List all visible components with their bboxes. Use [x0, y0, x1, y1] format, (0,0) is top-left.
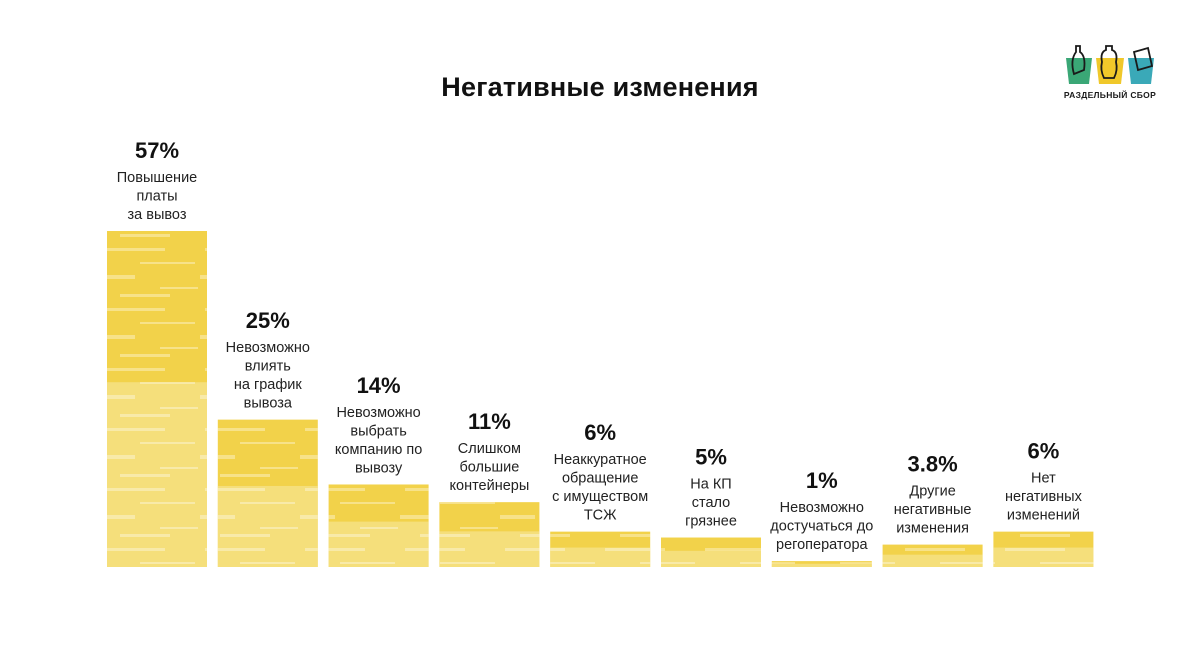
data-label: 3.8% [908, 452, 958, 477]
category-label: достучаться до [770, 519, 873, 535]
bar-group: Нет негативных изменений 6% [993, 439, 1094, 567]
blue-bin-icon [1128, 58, 1154, 84]
bar-group: Другие негативные изменения 3.8% [882, 452, 983, 567]
bar-group: Невозможно влиять на график вывоза 25% [217, 308, 318, 567]
category-label: На КП [690, 477, 731, 493]
data-label: 14% [357, 373, 401, 398]
logo: РАЗДЕЛЬНЫЙ СБОР [1062, 40, 1158, 102]
plastic-bottle-icon [1100, 45, 1118, 79]
category-label: влиять [245, 359, 291, 375]
bar-texture [771, 561, 872, 567]
category-label: Нет [1031, 471, 1056, 487]
bar-texture [882, 544, 983, 567]
logo-text: РАЗДЕЛЬНЫЙ СБОР [1063, 90, 1157, 100]
bar-group: Неаккуратное обращение с имуществом ТСЖ 6% [550, 420, 651, 567]
category-label: выбрать [350, 423, 406, 439]
recycling-bins-logo-icon [1066, 45, 1154, 84]
category-label: негативные [894, 502, 972, 518]
category-label: изменений [1007, 508, 1080, 524]
category-label: с имуществом [552, 489, 648, 505]
bar-texture [550, 531, 651, 567]
data-label: 11% [468, 409, 511, 434]
bar-texture [328, 484, 429, 567]
bar-texture [661, 537, 761, 567]
category-label: Повышение [117, 170, 197, 186]
bar-texture [217, 419, 318, 567]
category-label: компанию по [335, 442, 422, 458]
bar-texture [107, 231, 207, 567]
category-label: вывоза [244, 396, 293, 412]
category-label: Невозможно [780, 500, 864, 516]
category-label: контейнеры [450, 478, 530, 494]
category-label: платы [136, 189, 177, 205]
category-label: большие [459, 460, 519, 476]
data-label: 6% [584, 420, 616, 445]
bar-texture [993, 531, 1094, 567]
bottle-icon [1071, 45, 1086, 76]
chart-title: Негативные изменения [441, 72, 759, 102]
category-label: регоператора [776, 537, 868, 553]
data-label: 1% [806, 468, 838, 493]
data-label: 6% [1028, 439, 1060, 464]
bar-texture [439, 502, 540, 567]
category-label: обращение [562, 471, 639, 487]
data-label: 57% [135, 138, 179, 163]
paper-box-icon [1132, 46, 1154, 72]
category-label: за вывоз [128, 207, 187, 223]
bar-group: Невозможно выбрать компанию по вывозу 14% [328, 373, 429, 567]
category-label: Невозможно [226, 340, 310, 356]
bar-group: На КП стало грязнее 5% [661, 445, 761, 567]
data-label: 25% [246, 308, 290, 333]
category-label: грязнее [685, 514, 737, 530]
category-label: на график [234, 377, 303, 393]
category-label: стало [692, 495, 730, 511]
category-label: ТСЖ [584, 508, 617, 524]
bar-group: Повышение платы за вывоз 57% [107, 138, 207, 567]
data-label: 5% [695, 445, 727, 470]
bar-group: Невозможно достучаться до регоператора 1% [770, 468, 873, 567]
category-label: Невозможно [336, 405, 420, 421]
category-label: вывозу [355, 460, 403, 476]
category-label: Другие [909, 484, 955, 500]
category-label: негативных [1005, 489, 1083, 505]
category-label: изменения [896, 521, 969, 537]
category-label: Слишком [458, 441, 521, 457]
category-label: Неаккуратное [554, 452, 647, 468]
bar-group: Слишком большие контейнеры 11% [439, 409, 540, 567]
